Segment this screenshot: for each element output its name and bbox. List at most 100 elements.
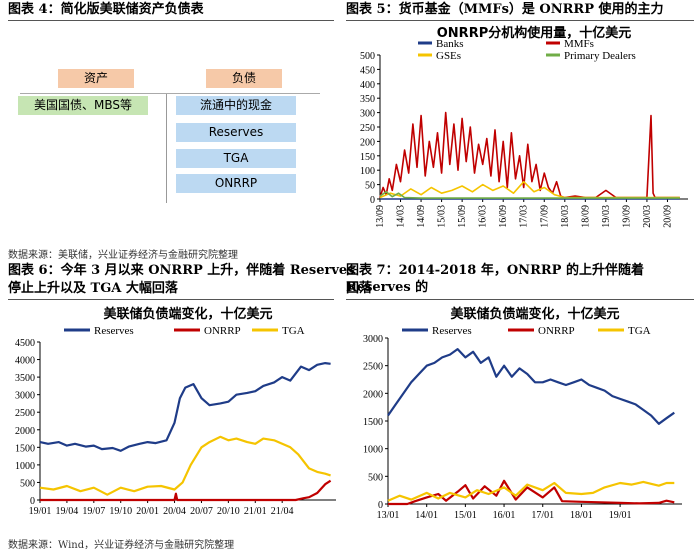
fig5-x-tick-label: 18/03 — [560, 205, 571, 228]
fig6-y-tick-label: 4000 — [15, 356, 35, 367]
fig5-x-tick-label: 17/03 — [519, 205, 530, 228]
liability-item-reserves: Reserves — [176, 123, 296, 142]
fig6-title-line1: 图表 6：今年 3 月以来 ONRRP 上升，伴随着 Reserves — [8, 263, 355, 278]
fig5-x-tick-label: 19/09 — [621, 205, 632, 228]
fig7-title-line1: 图表 7：2014-2018 年，ONRRP 的上升伴随着 Reserves 的 — [346, 263, 644, 295]
fig5-x-tick-label: 14/03 — [396, 205, 407, 228]
asset-item: 美国国债、MBS等 — [18, 96, 148, 115]
fig5-y-tick-label: 300 — [360, 109, 375, 120]
fig7-title-line2: 回落 — [346, 281, 373, 296]
fig6-series-onrrp — [40, 479, 332, 502]
fig4-title-rule — [8, 20, 334, 21]
fig7-y-tick-label: 2000 — [363, 389, 383, 400]
fig5-legend-label: Primary Dealers — [564, 50, 636, 62]
fig5-y-tick-label: 500 — [360, 51, 375, 62]
fig7-x-tick-label: 15/01 — [454, 510, 477, 521]
fig6-y-tick-label: 4500 — [15, 338, 35, 349]
fig7-x-tick-label: 18/01 — [570, 510, 593, 521]
fig6-x-tick-label: 19/10 — [109, 506, 132, 517]
fig6-y-tick-label: 1500 — [15, 443, 35, 454]
fig6-series-reserves — [39, 361, 331, 452]
fig6-title-line2: 停止上升以及 TGA 大幅回落 — [8, 281, 178, 296]
fig7-y-tick-label: 1000 — [363, 445, 383, 456]
fig5-x-tick-label: 18/09 — [580, 205, 591, 228]
fig6-y-tick-label: 500 — [20, 478, 35, 489]
fig5-x-tick-label: 19/03 — [601, 205, 612, 228]
fig7-y-tick-label: 0 — [378, 500, 383, 511]
fig6-title-rule — [8, 299, 334, 300]
fig7-series-tga — [387, 480, 675, 502]
balance-sheet-rule — [20, 93, 320, 94]
fig5-legend-label: Banks — [436, 38, 464, 50]
fig5-y-tick-label: 100 — [360, 166, 375, 177]
liability-item-cash: 流通中的现金 — [176, 96, 296, 115]
fig5-y-tick-label: 150 — [360, 152, 375, 163]
fig5-x-tick-label: 14/09 — [416, 205, 427, 228]
fig7-chart-title: 美联储负债端变化，十亿美元 — [450, 306, 619, 322]
fig6-y-tick-label: 0 — [30, 496, 35, 507]
fig6-x-tick-label: 20/10 — [217, 506, 240, 517]
fig5-chart-title: ONRRP分机构使用量，十亿美元 — [437, 25, 631, 41]
fig5-x-tick-label: 16/09 — [498, 205, 509, 228]
fig6-legend-label: TGA — [282, 325, 305, 337]
liabilities-header: 负债 — [206, 69, 282, 88]
fig6-x-tick-label: 21/01 — [244, 506, 267, 517]
fig6-x-tick-label: 19/04 — [56, 506, 79, 517]
fig5-y-tick-label: 350 — [360, 94, 375, 105]
fig7-x-tick-label: 13/01 — [377, 510, 400, 521]
fig6-chart-title: 美联储负债端变化，十亿美元 — [103, 306, 272, 322]
fig7-y-tick-label: 2500 — [363, 362, 383, 373]
assets-header: 资产 — [58, 69, 134, 88]
fig5-y-tick-label: 200 — [360, 137, 375, 148]
fig5-y-tick-label: 450 — [360, 65, 375, 76]
fig5-series-mmfs — [379, 111, 680, 199]
fig6-y-tick-label: 3000 — [15, 391, 35, 402]
fig7-y-tick-label: 1500 — [363, 417, 383, 428]
fig5-x-tick-label: 20/09 — [662, 205, 673, 228]
fig5-x-tick-label: 17/09 — [539, 205, 550, 228]
fig6-x-tick-label: 19/07 — [82, 506, 105, 517]
fig5-series-primary-dealers — [379, 191, 680, 199]
fig5-x-tick-label: 15/09 — [457, 205, 468, 228]
fig5-y-tick-label: 50 — [365, 181, 375, 192]
liability-item-onrrp: ONRRP — [176, 174, 296, 193]
liability-item-tga: TGA — [176, 149, 296, 168]
fig5-y-tick-label: 400 — [360, 80, 375, 91]
source-note-bottom: 数据来源：Wind，兴业证券经济与金融研究院整理 — [8, 540, 235, 551]
fig6-y-tick-label: 3500 — [15, 373, 35, 384]
fig5-legend-label: MMFs — [564, 38, 594, 50]
fig6-x-tick-label: 21/04 — [271, 506, 294, 517]
fig5-x-tick-label: 15/03 — [437, 205, 448, 228]
fig6-x-tick-label: 20/01 — [136, 506, 159, 517]
fig7-y-tick-label: 500 — [368, 472, 383, 483]
fig7-x-tick-label: 16/01 — [493, 510, 516, 521]
fig7-title-rule — [346, 299, 694, 300]
fig7-legend-label: Reserves — [432, 325, 472, 337]
fig6-x-tick-label: 20/07 — [190, 506, 213, 517]
fig7-x-tick-label: 19/01 — [609, 510, 632, 521]
fig7-legend-label: TGA — [628, 325, 651, 337]
fig4-title: 图表 4：简化版美联储资产负债表 — [8, 2, 204, 17]
fig5-title-rule — [346, 20, 694, 21]
fig6-series-tga — [39, 435, 331, 496]
fig7-series-reserves — [387, 347, 675, 425]
fig6-y-tick-label: 2000 — [15, 426, 35, 437]
fig6-x-tick-label: 19/01 — [29, 506, 52, 517]
fig6-y-tick-label: 2500 — [15, 408, 35, 419]
fig5-y-tick-label: 0 — [370, 195, 375, 206]
fig5-x-tick-label: 20/03 — [642, 205, 653, 228]
fig6-y-tick-label: 1000 — [15, 461, 35, 472]
fig7-legend-label: ONRRP — [538, 325, 575, 337]
fig6-chart: 美联储负债端变化，十亿美元 Reserves ONRRP TGA 0 500 1000 150… — [15, 306, 336, 517]
source-note-top: 数据来源：美联储，兴业证券经济与金融研究院整理 — [8, 250, 238, 261]
fig5-legend-label: GSEs — [436, 50, 461, 62]
fig6-legend-label: ONRRP — [204, 325, 241, 337]
fig5-title: 图表 5：货币基金（MMFs）是 ONRRP 使用的主力 — [346, 2, 664, 17]
fig7-x-tick-label: 17/01 — [531, 510, 554, 521]
fig7-chart: 美联储负债端变化，十亿美元 Reserves ONRRP TGA 0 500 1000 150… — [363, 306, 682, 521]
fig5-y-tick-label: 250 — [360, 123, 375, 134]
fig7-x-tick-label: 14/01 — [415, 510, 438, 521]
fig6-x-tick-label: 20/04 — [163, 506, 186, 517]
fig5-x-tick-label: 13/09 — [375, 205, 386, 228]
